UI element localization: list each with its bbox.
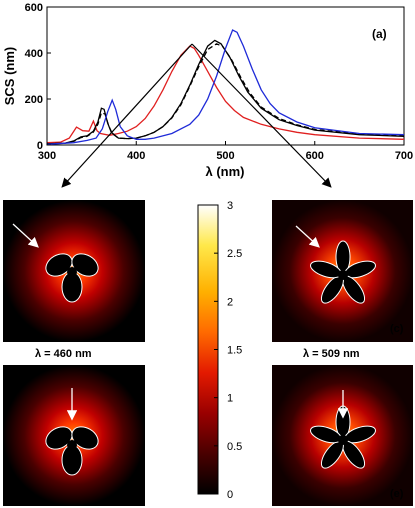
field-map-d [3,365,145,506]
pentamer-shape [310,240,376,304]
field-map-b [3,200,145,342]
series-line-2 [46,39,405,145]
y-tick-label: 400 [25,48,43,60]
wavelength-509-label: λ = 509 nm [303,348,360,360]
y-tick-label: 200 [25,94,43,106]
series-line-3 [46,43,405,145]
colorbar-ticks: 0 0.5 1 1.5 2 2.5 3 [214,200,242,501]
series-layer [46,29,405,145]
colorbar-tick-label: 1.5 [227,345,242,357]
panel-c-label: (c) [390,323,404,335]
wavelength-460-label: λ = 460 nm [35,348,92,360]
colorbar: 0 0.5 1 1.5 2 2.5 3 [197,200,242,501]
x-tick-label: 700 [395,150,413,162]
panel-a-label: (a) [372,27,387,41]
incident-arrow [12,223,39,248]
trimer-shape [45,253,99,303]
series-line-1 [46,45,405,144]
colorbar-tick-label: 3 [227,200,233,212]
scs-spectrum-plot: 300 400 500 600 700 0 200 400 600 λ (nm) SCS (nm… [2,2,413,179]
colorbar-tick-label: 0 [227,489,233,501]
panel-b-label: (b) [120,323,135,335]
tick-layer: 300 400 500 600 700 0 200 400 600 [25,2,414,162]
arrow-to-509nm-maps [191,43,332,188]
incident-arrow [295,225,320,248]
field-map-c [272,200,413,342]
pentamer-shape [310,405,376,469]
colorbar-tick-label: 0.5 [227,441,242,453]
x-tick-label: 500 [216,150,234,162]
colorbar-tick-label: 2.5 [227,248,242,260]
field-map-e [272,365,413,506]
colorbar-tick-label: 2 [227,296,233,308]
x-tick-label: 600 [306,150,324,162]
panel-e-label: (e) [390,488,404,500]
series-line-4 [46,29,405,145]
colorbar-tick-label: 1 [227,393,233,405]
plot-frame [46,6,405,146]
y-tick-label: 600 [25,2,43,14]
y-axis-label: SCS (nm) [2,47,17,106]
annotation-arrows [61,43,332,188]
trimer-shape [45,426,99,476]
x-tick-label: 400 [127,150,145,162]
y-tick-label: 0 [37,140,43,152]
panel-d-label: (d) [120,488,135,500]
x-tick-label: 300 [38,150,56,162]
x-axis-label: λ (nm) [206,164,245,179]
arrow-to-460nm-maps [61,43,193,188]
